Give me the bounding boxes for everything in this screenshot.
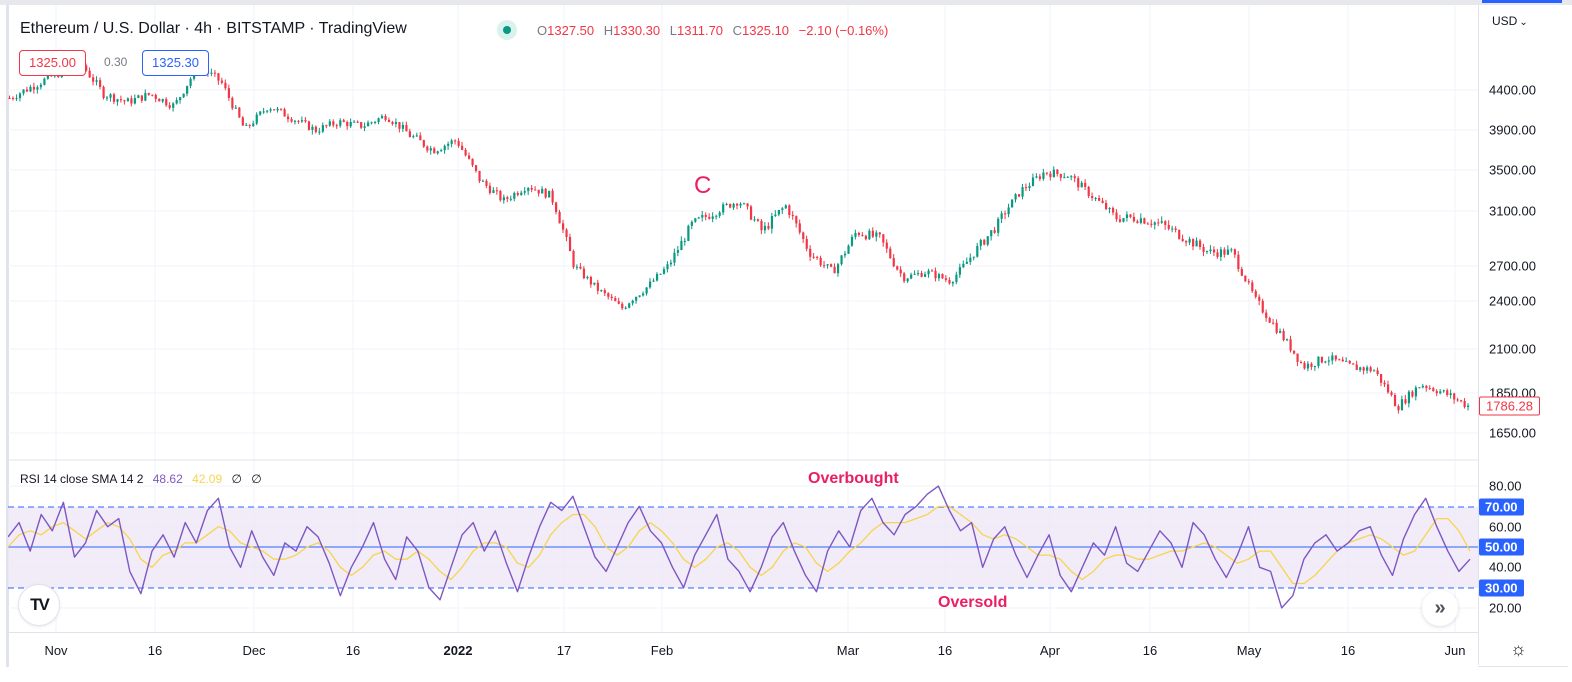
overbought-label: Overbought — [808, 470, 899, 487]
settings-icon[interactable]: ☼ — [1510, 639, 1527, 659]
rsi-band-tag: 70.00 — [1479, 498, 1524, 516]
time-tick-label: Feb — [650, 643, 674, 658]
ohlc-values: O1327.50 H1330.30 L1311.70 C1325.10 −2.1… — [537, 23, 894, 38]
time-tick-label: 16 — [147, 643, 163, 658]
rsi-band-tag: 50.00 — [1479, 538, 1524, 556]
spread-value: 0.30 — [104, 55, 128, 69]
time-tick-label: Jun — [1444, 643, 1466, 658]
rsi-tick-label: 60.00 — [1489, 519, 1522, 535]
rsi-legend-title: RSI 14 close SMA 14 2 — [20, 472, 144, 486]
price-tick-label: 3100.00 — [1489, 203, 1536, 219]
price-tick-label: 2100.00 — [1489, 341, 1536, 357]
currency-selector[interactable]: USD ⌄ — [1492, 14, 1528, 28]
price-tick-label: 3900.00 — [1489, 122, 1536, 138]
price-change: −2.10 (−0.16%) — [798, 23, 889, 38]
low-key: L — [669, 23, 677, 38]
buy-button[interactable]: 1325.30 — [142, 50, 209, 76]
live-dot-icon — [497, 20, 517, 40]
top-accent — [1482, 0, 1562, 3]
currency-label: USD — [1492, 14, 1518, 28]
price-tick-label: 4400.00 — [1489, 82, 1536, 98]
price-tick-label: 2400.00 — [1489, 293, 1536, 309]
time-tick-label: Mar — [836, 643, 860, 658]
time-tick-label: 16 — [937, 643, 953, 658]
scroll-to-realtime-button[interactable]: » — [1422, 590, 1458, 626]
time-tick-label: 16 — [1142, 643, 1158, 658]
open-key: O — [537, 23, 548, 38]
price-tick-label: 3500.00 — [1489, 162, 1536, 178]
chart-canvas[interactable] — [8, 5, 1478, 632]
sma-value: 42.09 — [192, 472, 223, 486]
tradingview-logo-icon[interactable]: TV — [18, 584, 60, 626]
time-tick-label: 17 — [556, 643, 572, 658]
price-axis[interactable]: 4400.00 3900.00 3500.00 3100.00 2700.00 2400.… — [1478, 5, 1567, 665]
price-tick-label: 2700.00 — [1489, 258, 1536, 274]
high-key: H — [603, 23, 614, 38]
wave-label-c: C — [694, 172, 712, 199]
rsi-tick-label: 20.00 — [1489, 600, 1522, 616]
time-tick-label: 16 — [345, 643, 361, 658]
time-tick-label: Dec — [242, 643, 266, 658]
rsi-legend[interactable]: RSI 14 close SMA 14 2 48.62 42.09 ∅ ∅ — [20, 472, 262, 486]
close-key: C — [732, 23, 743, 38]
rsi-tick-label: 80.00 — [1489, 478, 1522, 494]
price-tick-label: 1650.00 — [1489, 425, 1536, 441]
sell-button[interactable]: 1325.00 — [19, 50, 86, 76]
rsi-band-tag: 30.00 — [1479, 579, 1524, 597]
time-tick-label: May — [1236, 643, 1262, 658]
high-value: 1330.30 — [613, 23, 661, 38]
time-tick-label: Nov — [44, 643, 68, 658]
rsi-tick-label: 40.00 — [1489, 559, 1522, 575]
last-price-tag: 1786.28 — [1479, 396, 1540, 416]
time-axis[interactable]: Nov 16 Dec 16 2022 17 Feb Mar 16 Apr 16 May 16 Jun — [9, 632, 1478, 667]
oversold-label: Oversold — [938, 594, 1008, 611]
rsi-extra-2: ∅ — [251, 472, 262, 486]
low-value: 1311.70 — [677, 23, 724, 38]
close-value: 1325.10 — [742, 23, 790, 38]
rsi-value: 48.62 — [152, 472, 183, 486]
top-border — [0, 0, 1572, 5]
time-tick-label: 16 — [1340, 643, 1356, 658]
open-value: 1327.50 — [547, 23, 595, 38]
time-tick-label: 2022 — [443, 643, 473, 658]
chevron-down-icon: ⌄ — [1519, 17, 1528, 28]
symbol-title[interactable]: Ethereum / U.S. Dollar · 4h · BITSTAMP ·… — [20, 20, 407, 37]
time-tick-label: Apr — [1039, 643, 1061, 658]
rsi-extra-1: ∅ — [231, 472, 242, 486]
